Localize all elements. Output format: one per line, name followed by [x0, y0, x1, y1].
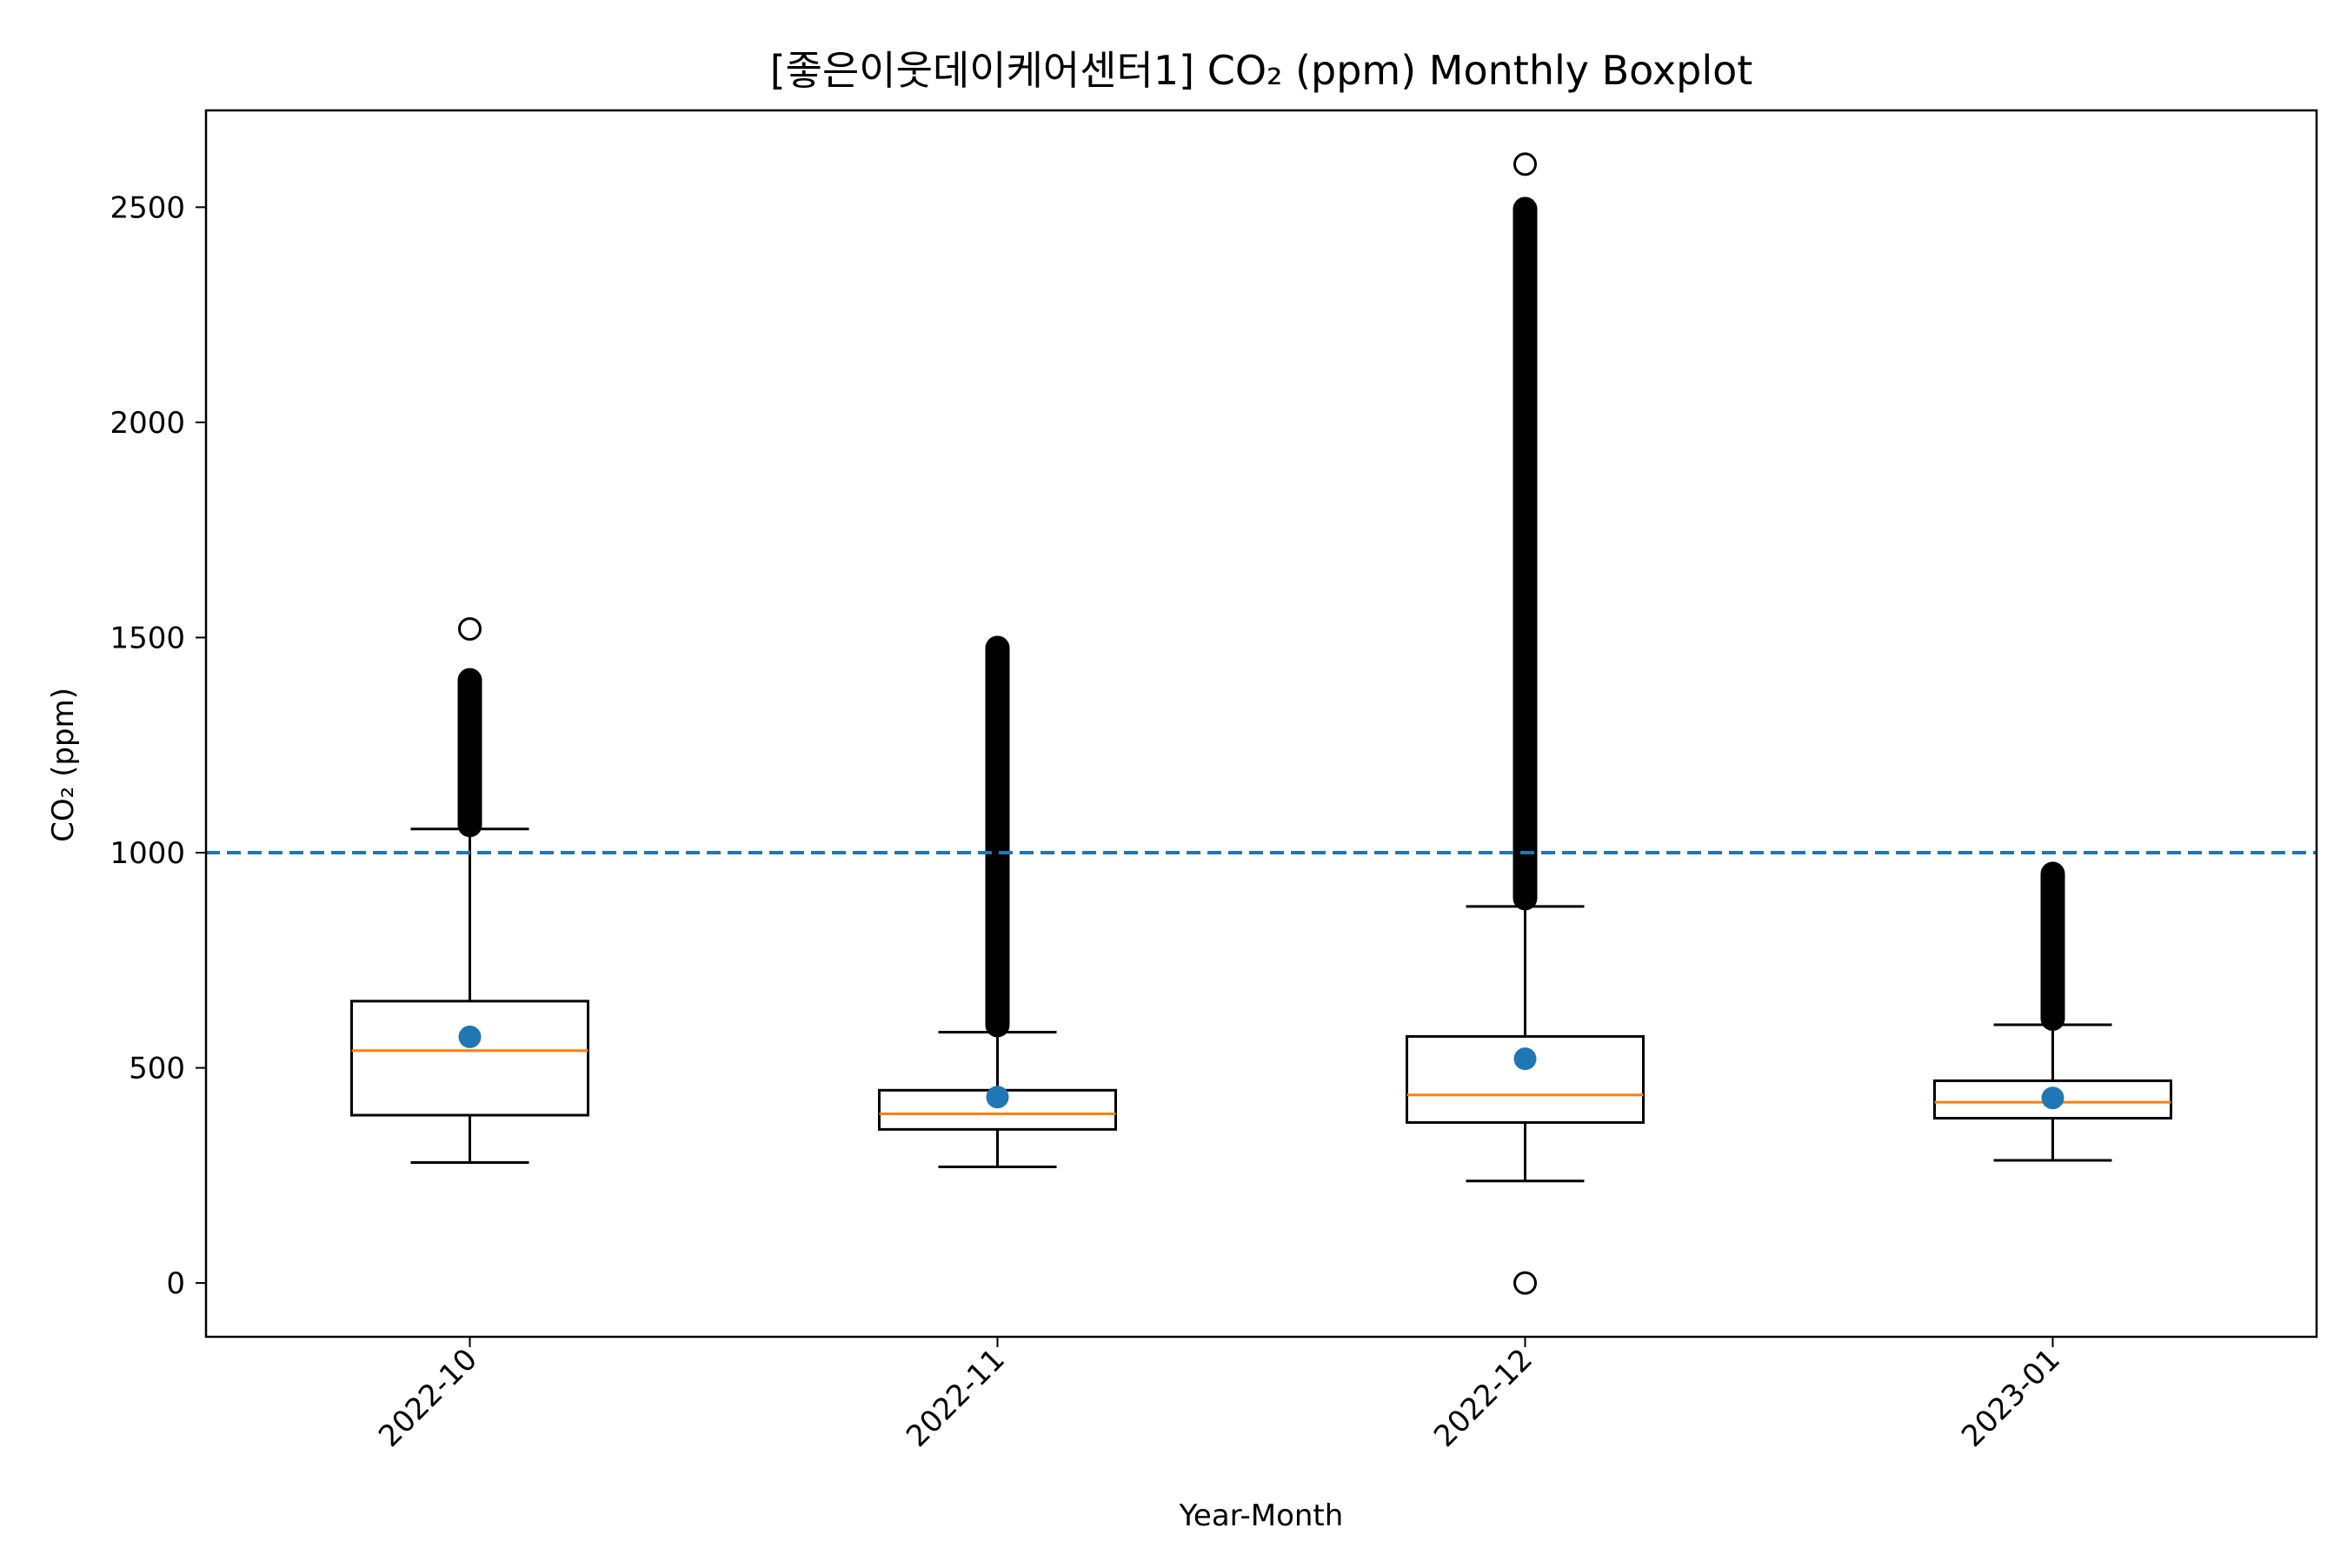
outlier-band — [2040, 861, 2065, 1032]
box-iqr — [1406, 1034, 1645, 1124]
outlier-point — [1513, 152, 1537, 176]
chart-title: [좋은이웃데이케어센터1] CO₂ (ppm) Monthly Boxplot — [770, 47, 1753, 94]
outlier-point — [458, 617, 482, 641]
y-tick-label: 1500 — [110, 621, 185, 655]
y-tick-label: 2000 — [110, 406, 185, 441]
y-tick-label: 1000 — [110, 836, 185, 871]
mean-point — [2041, 1086, 2064, 1110]
y-tick-label: 500 — [129, 1052, 185, 1086]
outlier-point — [1513, 1271, 1537, 1295]
mean-point — [986, 1086, 1009, 1109]
plot-frame — [204, 109, 2318, 1339]
mean-point — [1513, 1047, 1537, 1071]
y-axis-label: CO₂ (ppm) — [46, 688, 81, 842]
y-tick-label: 0 — [166, 1266, 185, 1301]
box-iqr — [350, 1000, 589, 1117]
box-iqr — [878, 1088, 1117, 1131]
x-axis-label: Year-Month — [1179, 1498, 1344, 1533]
outlier-band — [457, 668, 482, 838]
mean-point — [458, 1025, 482, 1048]
outlier-band — [985, 635, 1010, 1038]
outlier-band — [1513, 196, 1538, 911]
y-tick-label: 2500 — [110, 190, 185, 225]
